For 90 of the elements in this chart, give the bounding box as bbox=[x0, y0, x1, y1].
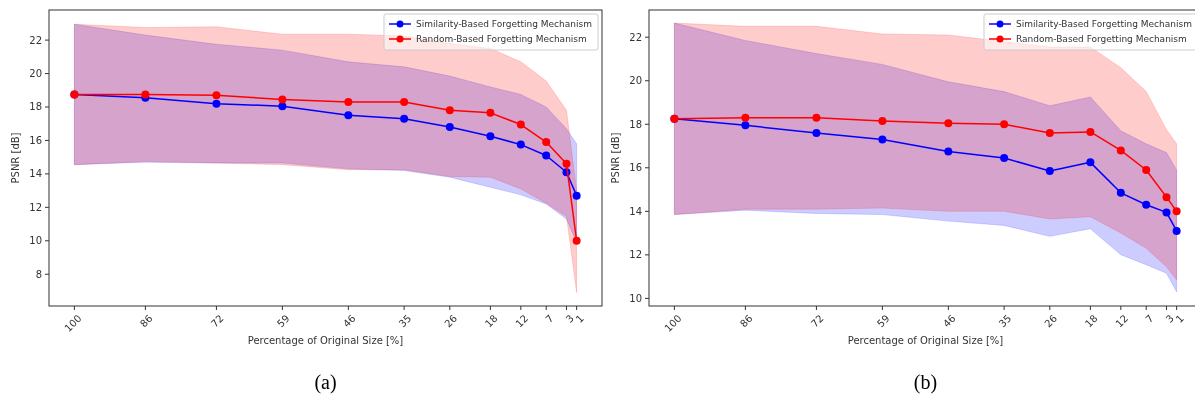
x-tick-label: 18 bbox=[482, 312, 500, 330]
y-tick-label: 12 bbox=[29, 201, 42, 213]
x-tick-label: 7 bbox=[543, 312, 556, 325]
point bbox=[516, 120, 525, 129]
point bbox=[445, 106, 454, 115]
point bbox=[572, 191, 581, 200]
text: (b) bbox=[913, 371, 938, 394]
point bbox=[878, 117, 887, 125]
point bbox=[400, 114, 409, 123]
point bbox=[212, 91, 221, 100]
x-tick-label: 7 bbox=[1143, 312, 1156, 325]
x-tick-label: 12 bbox=[513, 312, 531, 330]
point bbox=[445, 123, 454, 132]
x-tick-label: 1 bbox=[573, 312, 586, 325]
x-tick-label: 18 bbox=[1082, 312, 1100, 330]
point bbox=[1116, 188, 1125, 197]
y-tick-label: 22 bbox=[629, 31, 642, 43]
point bbox=[1162, 208, 1171, 217]
x-tick-label: 26 bbox=[1042, 312, 1060, 330]
point bbox=[486, 108, 495, 117]
point bbox=[562, 159, 571, 168]
x-tick-label: 35 bbox=[396, 312, 414, 330]
point bbox=[344, 97, 353, 106]
y-tick-label: 14 bbox=[629, 205, 642, 217]
y-tick-label: 10 bbox=[29, 235, 42, 247]
y-axis-title: PSNR [dB] bbox=[10, 132, 21, 184]
point bbox=[1142, 200, 1151, 209]
y-tick-label: 18 bbox=[629, 118, 642, 130]
point bbox=[1116, 146, 1125, 155]
point bbox=[344, 111, 353, 120]
y-tick-label: 20 bbox=[29, 68, 42, 80]
point bbox=[944, 147, 953, 156]
point bbox=[812, 128, 821, 137]
y-tick-label: 16 bbox=[29, 134, 42, 146]
text: (a) bbox=[314, 371, 337, 394]
y-tick-label: 14 bbox=[29, 168, 42, 180]
point bbox=[278, 95, 287, 104]
x-tick-label: 86 bbox=[137, 312, 155, 330]
x-tick-label: 86 bbox=[737, 312, 755, 330]
point bbox=[1162, 193, 1171, 202]
x-tick-label: 59 bbox=[274, 312, 292, 330]
point bbox=[516, 140, 525, 149]
point bbox=[1086, 127, 1095, 136]
point bbox=[1172, 207, 1181, 216]
point bbox=[1172, 226, 1181, 235]
x-tick-label: 72 bbox=[209, 312, 226, 330]
legend-label: Random-Based Forgetting Mechanism bbox=[1016, 34, 1187, 45]
x-tick-label: 46 bbox=[940, 312, 958, 330]
point bbox=[741, 121, 750, 130]
x-tick-label: 26 bbox=[442, 312, 460, 330]
x-axis-title: Percentage of Original Size [%] bbox=[847, 335, 1004, 346]
legend-label: Similarity-Based Forgetting Mechanism bbox=[416, 19, 592, 30]
x-tick-label: 3 bbox=[563, 312, 576, 325]
y-tick-label: 22 bbox=[29, 34, 42, 46]
x-tick-label: 12 bbox=[1113, 312, 1131, 330]
point bbox=[572, 236, 581, 245]
point bbox=[1142, 165, 1151, 174]
y-tick-label: 10 bbox=[629, 292, 642, 304]
point bbox=[878, 135, 887, 144]
point bbox=[1045, 167, 1054, 176]
point bbox=[1086, 158, 1095, 167]
x-tick-label: 100 bbox=[662, 312, 684, 334]
point bbox=[486, 132, 495, 141]
point bbox=[1045, 128, 1054, 137]
y-tick-label: 18 bbox=[29, 101, 42, 113]
point bbox=[1000, 154, 1009, 162]
x-tick-label: 1 bbox=[1173, 312, 1186, 325]
point bbox=[542, 151, 551, 160]
x-tick-label: 100 bbox=[62, 312, 84, 334]
legend-label: Similarity-Based Forgetting Mechanism bbox=[1016, 19, 1192, 30]
point bbox=[212, 99, 221, 108]
y-tick-label: 8 bbox=[35, 268, 42, 280]
x-tick-label: 3 bbox=[1163, 312, 1176, 325]
x-tick-label: 59 bbox=[874, 312, 892, 330]
y-axis-title: PSNR [dB] bbox=[610, 132, 621, 184]
x-axis-title: Percentage of Original Size [%] bbox=[247, 335, 404, 346]
point bbox=[741, 113, 750, 122]
point bbox=[542, 138, 551, 147]
y-tick-label: 12 bbox=[629, 249, 642, 261]
point bbox=[400, 97, 409, 106]
x-tick-label: 72 bbox=[809, 312, 826, 330]
point bbox=[944, 119, 953, 128]
y-tick-label: 20 bbox=[629, 75, 642, 87]
point bbox=[1000, 120, 1009, 129]
x-tick-label: 35 bbox=[996, 312, 1014, 330]
legend-label: Random-Based Forgetting Mechanism bbox=[416, 34, 587, 45]
point bbox=[812, 113, 821, 122]
x-tick-label: 46 bbox=[340, 312, 358, 330]
y-tick-label: 16 bbox=[629, 162, 642, 174]
point bbox=[278, 102, 287, 111]
